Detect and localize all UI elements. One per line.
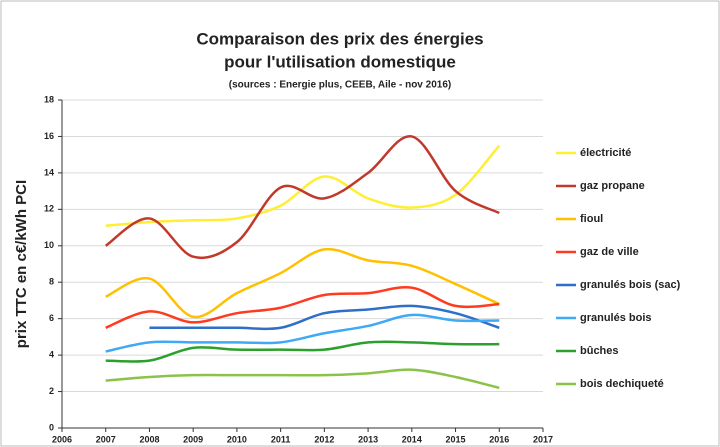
x-tick-label: 2007 <box>96 434 116 444</box>
series-line <box>105 313 500 353</box>
x-tick-label: 2011 <box>271 434 291 444</box>
series-line <box>105 368 500 390</box>
y-tick-label: 2 <box>49 386 54 396</box>
series-line <box>105 286 500 329</box>
x-tick-label: 2010 <box>227 434 247 444</box>
x-tick-label: 2016 <box>489 434 509 444</box>
y-tick-label: 12 <box>44 204 54 214</box>
x-tick-label: 2014 <box>402 434 422 444</box>
chart-subtitle: (sources : Energie plus, CEEB, Aile - no… <box>229 80 451 91</box>
legend-label: granulés bois <box>580 312 652 324</box>
series-line <box>105 144 501 227</box>
x-tick-label: 2017 <box>533 434 553 444</box>
y-tick-label: 4 <box>49 349 54 359</box>
legend-label: électricité <box>580 147 631 159</box>
y-tick-label: 8 <box>49 277 54 287</box>
legend-label: gaz de ville <box>580 246 639 258</box>
chart-title: Comparaison des prix des énergies <box>196 29 483 48</box>
x-tick-label: 2006 <box>52 434 72 444</box>
legend-label: gaz propane <box>580 180 645 192</box>
legend-label: granulés bois (sac) <box>580 279 681 291</box>
y-tick-label: 18 <box>44 94 54 104</box>
series-line <box>149 304 500 331</box>
chart-title: pour l'utilisation domestique <box>224 52 456 71</box>
y-tick-label: 10 <box>44 240 54 250</box>
series-line <box>105 247 500 319</box>
series-line <box>104 135 500 259</box>
x-tick-label: 2008 <box>139 434 159 444</box>
legend-label: bûches <box>580 345 619 357</box>
x-tick-label: 2013 <box>358 434 378 444</box>
x-tick-label: 2015 <box>446 434 466 444</box>
legend-label: fioul <box>580 213 603 225</box>
y-axis-label: prix TTC en c€/kWh PCI <box>13 180 30 348</box>
legend-label: bois dechiqueté <box>580 378 664 390</box>
x-tick-label: 2012 <box>314 434 334 444</box>
y-tick-label: 6 <box>49 313 54 323</box>
x-tick-label: 2009 <box>183 434 203 444</box>
y-tick-label: 16 <box>44 131 54 141</box>
y-tick-label: 0 <box>49 422 54 432</box>
y-tick-label: 14 <box>44 167 54 177</box>
series-line <box>105 340 500 363</box>
